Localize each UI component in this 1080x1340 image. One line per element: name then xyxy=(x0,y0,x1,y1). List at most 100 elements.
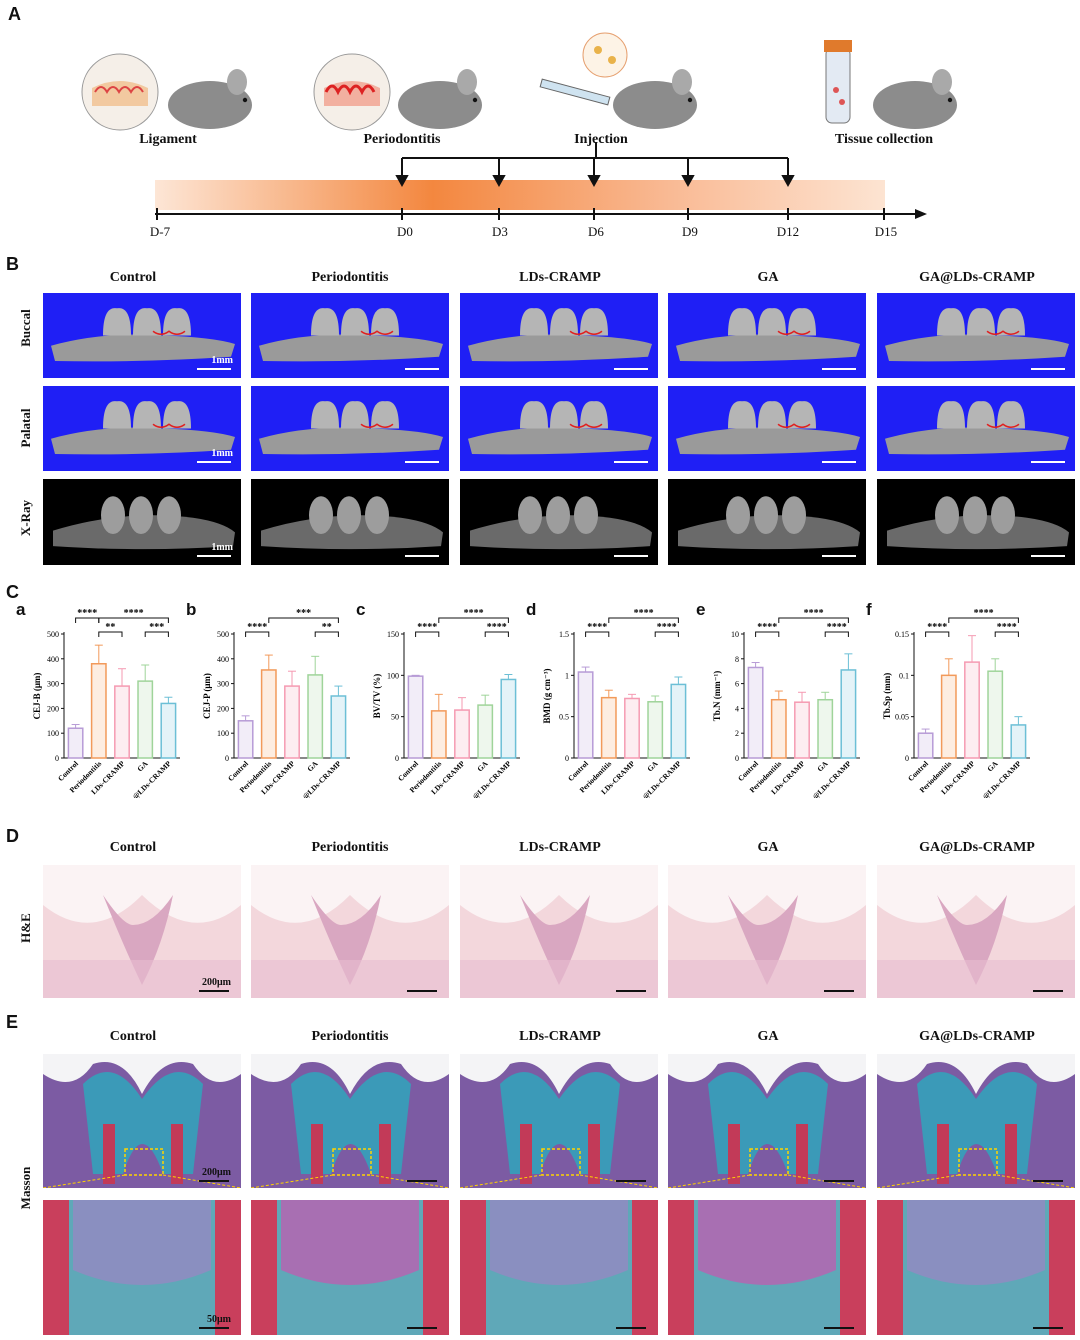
bar xyxy=(237,720,254,759)
microct-render-image: 1mm xyxy=(43,386,241,471)
scale-bar-label: 1mm xyxy=(211,542,233,553)
bar xyxy=(430,710,447,759)
y-tick-label: 0 xyxy=(395,754,399,763)
microct-render-image xyxy=(460,386,658,471)
scale-bar xyxy=(407,990,437,992)
y-tick-label: 300 xyxy=(47,680,59,689)
scale-bar xyxy=(1033,990,1063,992)
bar xyxy=(137,680,154,759)
row-label-he: H&E xyxy=(18,913,33,943)
bar xyxy=(477,704,494,759)
stage-label-ligament: Ligament xyxy=(139,132,197,147)
x-tick-label: GA xyxy=(475,759,490,774)
chart-sublabel: c xyxy=(356,600,366,619)
significance-bracket xyxy=(314,631,339,637)
y-tick-label: 400 xyxy=(47,655,59,664)
bar xyxy=(330,695,347,759)
significance-bracket xyxy=(98,617,169,623)
bar xyxy=(500,678,517,759)
significance-bracket xyxy=(994,631,1019,637)
masson-stain-image: 200μm xyxy=(43,1054,241,1188)
scale-bar xyxy=(197,368,231,370)
day-label: D0 xyxy=(397,224,413,239)
column-header-ga-lds-cramp: GA@LDs-CRAMP xyxy=(919,270,1035,285)
column-header-lds-cramp: LDs-CRAMP xyxy=(519,270,601,285)
y-tick-label: 200 xyxy=(217,704,229,713)
bar xyxy=(670,683,687,759)
mouse-icon xyxy=(873,69,957,129)
bar xyxy=(600,696,617,759)
scale-bar-label: 200μm xyxy=(202,977,231,988)
panel-label-a: A xyxy=(8,4,21,24)
scale-bar xyxy=(616,1180,646,1182)
bar xyxy=(940,674,957,759)
y-tick-label: 1.5 xyxy=(559,630,569,639)
row-label-masson: Masson xyxy=(18,1166,33,1210)
y-axis-label: CEJ-P (μm) xyxy=(202,673,212,719)
scale-bar xyxy=(1031,555,1065,557)
microct-render-image xyxy=(251,386,449,471)
y-tick-label: 4 xyxy=(735,704,739,713)
column-header-periodontitis: Periodontitis xyxy=(311,1029,389,1044)
significance-label: **** xyxy=(634,608,654,619)
scale-bar xyxy=(199,1180,229,1182)
panel-label-c: C xyxy=(6,582,19,602)
chart-sublabel: b xyxy=(186,600,197,619)
x-tick-label: GA xyxy=(645,759,660,774)
bar xyxy=(817,698,834,759)
column-header-control: Control xyxy=(109,1029,157,1044)
scale-bar xyxy=(405,461,439,463)
significance-bracket xyxy=(585,631,610,637)
bar xyxy=(284,685,300,759)
mouse-icon xyxy=(398,69,482,129)
y-tick-label: 500 xyxy=(47,630,59,639)
he-stain-image xyxy=(460,865,658,998)
scale-bar xyxy=(1033,1180,1063,1182)
y-axis-label: BV/TV (%) xyxy=(372,674,382,719)
scale-bar xyxy=(407,1327,437,1329)
panel-label-e: E xyxy=(6,1012,19,1032)
bar xyxy=(90,663,107,759)
significance-bracket xyxy=(484,631,509,637)
column-header-lds-cramp: LDs-CRAMP xyxy=(519,1029,601,1044)
row-label-xray: X-Ray xyxy=(18,499,33,537)
y-tick-label: 0 xyxy=(905,754,909,763)
masson-stain-image xyxy=(668,1054,866,1188)
y-tick-label: 400 xyxy=(217,655,229,664)
scale-bar xyxy=(822,368,856,370)
significance-bracket xyxy=(654,631,679,637)
significance-label: **** xyxy=(77,608,97,619)
significance-bracket xyxy=(925,631,950,637)
bar xyxy=(160,702,177,759)
y-axis-label: Tb.Sp (mm) xyxy=(882,673,892,720)
row-label-palatal: Palatal xyxy=(18,408,33,448)
column-header-ga-lds-cramp: GA@LDs-CRAMP xyxy=(919,840,1035,855)
microct-render-image xyxy=(877,293,1075,378)
significance-label: **** xyxy=(827,622,847,633)
day-label: D6 xyxy=(588,224,604,239)
scale-bar xyxy=(199,990,229,992)
he-stain-image xyxy=(877,865,1075,998)
microct-render-image xyxy=(668,293,866,378)
day-label: D15 xyxy=(874,224,898,239)
significance-bracket xyxy=(824,631,849,637)
significance-label: *** xyxy=(149,622,164,633)
y-tick-label: 0 xyxy=(565,754,569,763)
masson-zoom-image xyxy=(877,1200,1075,1335)
scale-bar xyxy=(614,555,648,557)
y-tick-label: 100 xyxy=(47,729,59,738)
column-header-ga: GA xyxy=(757,1029,779,1044)
significance-bracket xyxy=(755,631,780,637)
y-tick-label: 0 xyxy=(735,754,739,763)
significance-label: ** xyxy=(322,622,332,633)
significance-label: **** xyxy=(417,622,437,633)
y-tick-label: 0.1 xyxy=(899,671,909,680)
magnifier-icon xyxy=(81,53,159,131)
y-tick-label: 0.05 xyxy=(895,713,909,722)
scale-bar-label: 200μm xyxy=(202,1167,231,1178)
bar xyxy=(454,709,470,759)
y-axis-label: BMD (g cm⁻³) xyxy=(542,669,552,724)
y-tick-label: 2 xyxy=(735,729,739,738)
y-axis-label: Tb.N (mm⁻¹) xyxy=(712,671,722,721)
